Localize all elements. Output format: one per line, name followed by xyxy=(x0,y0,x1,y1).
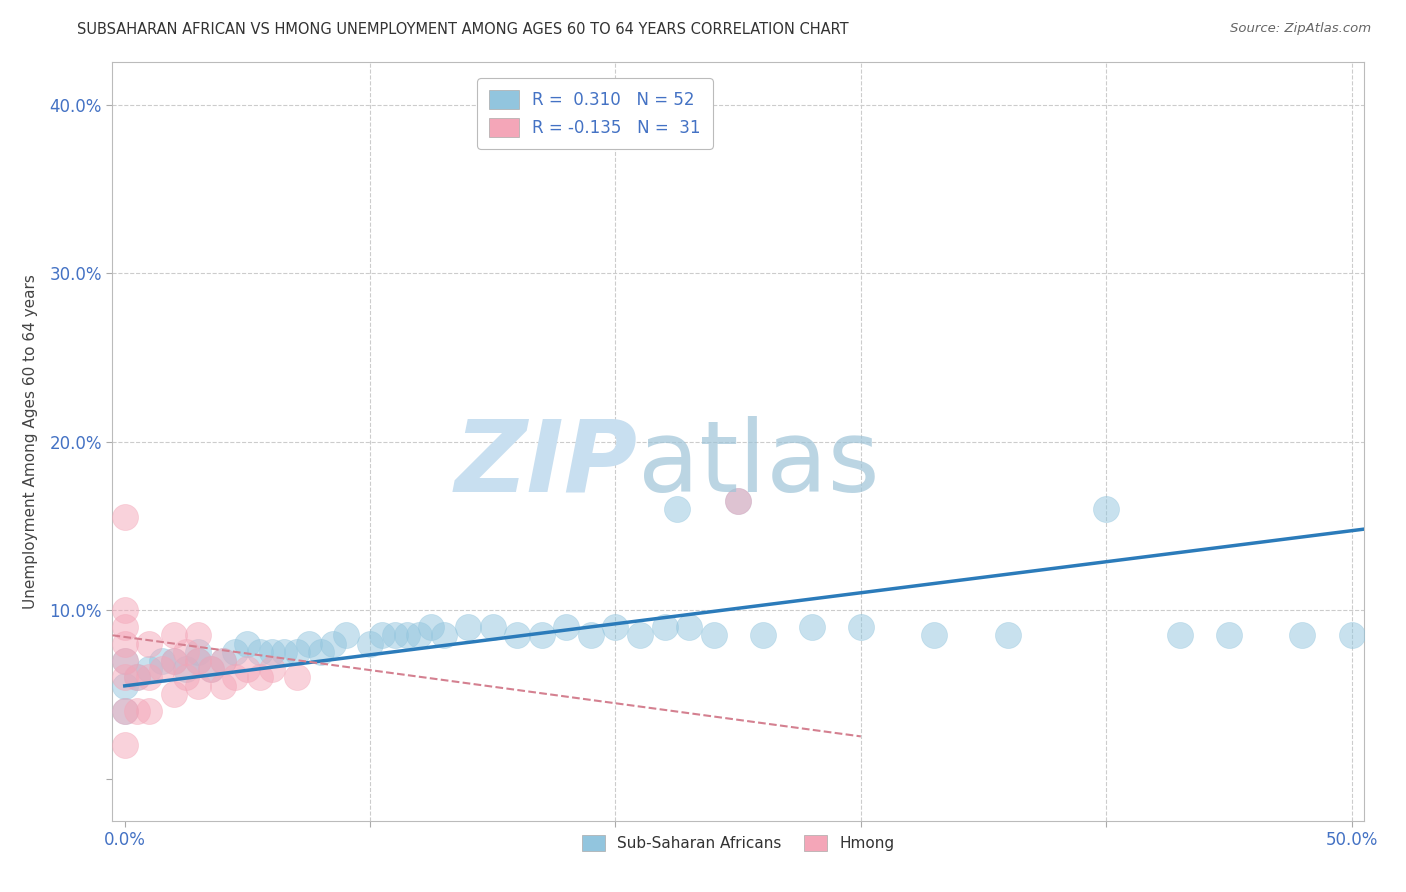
Point xyxy=(395,628,418,642)
Point xyxy=(249,645,271,659)
Point xyxy=(371,628,394,642)
Point xyxy=(138,704,160,718)
Point xyxy=(703,628,725,642)
Point xyxy=(384,628,406,642)
Point xyxy=(309,645,332,659)
Point xyxy=(555,620,578,634)
Point xyxy=(114,679,136,693)
Text: ZIP: ZIP xyxy=(456,416,638,513)
Point xyxy=(212,679,235,693)
Point xyxy=(924,628,946,642)
Point xyxy=(1340,628,1362,642)
Point xyxy=(125,670,148,684)
Point xyxy=(150,654,173,668)
Point xyxy=(506,628,529,642)
Point xyxy=(114,603,136,617)
Point xyxy=(335,628,357,642)
Point xyxy=(187,645,209,659)
Text: SUBSAHARAN AFRICAN VS HMONG UNEMPLOYMENT AMONG AGES 60 TO 64 YEARS CORRELATION C: SUBSAHARAN AFRICAN VS HMONG UNEMPLOYMENT… xyxy=(77,22,849,37)
Point xyxy=(200,662,222,676)
Point xyxy=(322,637,344,651)
Point xyxy=(174,645,197,659)
Point xyxy=(433,628,456,642)
Point xyxy=(163,628,186,642)
Point xyxy=(1168,628,1191,642)
Point xyxy=(187,679,209,693)
Point xyxy=(260,662,283,676)
Y-axis label: Unemployment Among Ages 60 to 64 years: Unemployment Among Ages 60 to 64 years xyxy=(24,274,38,609)
Point xyxy=(114,620,136,634)
Point xyxy=(212,654,235,668)
Point xyxy=(138,662,160,676)
Point xyxy=(1218,628,1240,642)
Point xyxy=(727,493,749,508)
Point xyxy=(187,654,209,668)
Point xyxy=(212,654,235,668)
Point xyxy=(579,628,602,642)
Point xyxy=(249,670,271,684)
Point xyxy=(187,654,209,668)
Point xyxy=(678,620,700,634)
Point xyxy=(224,645,246,659)
Point xyxy=(163,654,186,668)
Point xyxy=(187,628,209,642)
Point xyxy=(665,502,688,516)
Point xyxy=(138,670,160,684)
Point xyxy=(138,637,160,651)
Point xyxy=(420,620,443,634)
Point xyxy=(114,738,136,752)
Point xyxy=(114,637,136,651)
Point xyxy=(849,620,872,634)
Point xyxy=(481,620,503,634)
Point xyxy=(457,620,479,634)
Point xyxy=(174,662,197,676)
Point xyxy=(997,628,1019,642)
Point xyxy=(273,645,295,659)
Point xyxy=(114,704,136,718)
Point xyxy=(1095,502,1118,516)
Point xyxy=(114,704,136,718)
Point xyxy=(285,670,308,684)
Point xyxy=(236,637,259,651)
Point xyxy=(200,662,222,676)
Point xyxy=(298,637,321,651)
Point xyxy=(163,654,186,668)
Point xyxy=(727,493,749,508)
Point xyxy=(125,670,148,684)
Point xyxy=(236,662,259,676)
Point xyxy=(530,628,553,642)
Point xyxy=(163,687,186,701)
Point xyxy=(150,662,173,676)
Point xyxy=(174,670,197,684)
Point xyxy=(751,628,773,642)
Point xyxy=(114,510,136,524)
Point xyxy=(224,670,246,684)
Point xyxy=(114,654,136,668)
Legend: Sub-Saharan Africans, Hmong: Sub-Saharan Africans, Hmong xyxy=(574,827,903,858)
Point xyxy=(285,645,308,659)
Point xyxy=(628,628,651,642)
Point xyxy=(605,620,627,634)
Point xyxy=(1291,628,1313,642)
Text: Source: ZipAtlas.com: Source: ZipAtlas.com xyxy=(1230,22,1371,36)
Text: atlas: atlas xyxy=(638,416,880,513)
Point xyxy=(408,628,430,642)
Point xyxy=(654,620,676,634)
Point xyxy=(114,670,136,684)
Point xyxy=(260,645,283,659)
Point xyxy=(800,620,823,634)
Point xyxy=(359,637,381,651)
Point xyxy=(125,704,148,718)
Point xyxy=(114,654,136,668)
